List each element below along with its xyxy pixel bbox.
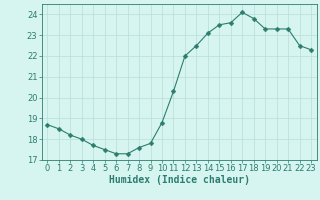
X-axis label: Humidex (Indice chaleur): Humidex (Indice chaleur) xyxy=(109,175,250,185)
